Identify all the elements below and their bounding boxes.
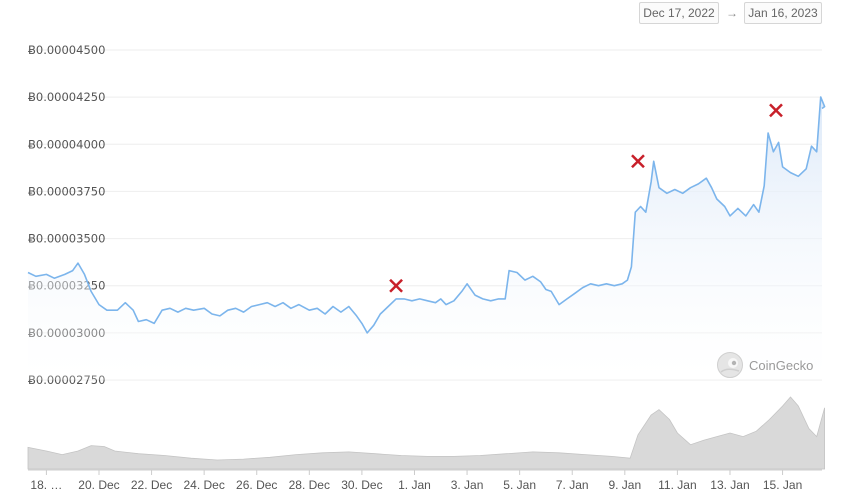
x-marker-stroke	[631, 154, 645, 169]
x-tick-label: 7. Jan	[556, 478, 589, 492]
x-tick-label: 26. Dec	[236, 478, 277, 492]
x-tick-label: 15. Jan	[763, 478, 802, 492]
x-tick-label: 1. Jan	[398, 478, 431, 492]
x-tick-label: 9. Jan	[608, 478, 641, 492]
coingecko-watermark: CoinGecko	[717, 352, 813, 378]
x-tick-label: 11. Jan	[658, 478, 696, 492]
price-series[interactable]	[27, 96, 826, 380]
volume-histogram	[27, 396, 825, 470]
date-from-input[interactable]: Dec 17, 2022	[639, 2, 719, 24]
y-tick-label: Ƀ0.00004500	[28, 43, 105, 57]
y-tick-label: Ƀ0.00004000	[28, 137, 105, 151]
x-marker-icon	[769, 103, 783, 118]
date-range-arrow: →	[726, 6, 738, 20]
x-tick-label: 28. Dec	[289, 478, 330, 492]
x-tick-label: 20. Dec	[78, 478, 119, 492]
y-tick-label: Ƀ0.00004250	[28, 90, 105, 104]
x-tick-label: 22. Dec	[131, 478, 172, 492]
x-tick-label: 5. Jan	[503, 478, 536, 492]
y-tick-label: Ƀ0.00003500	[28, 232, 105, 246]
x-tick-label: 13. Jan	[710, 478, 749, 492]
volume-area	[27, 396, 825, 470]
annotation-markers	[389, 103, 783, 293]
x-tick-label: 24. Dec	[183, 478, 224, 492]
y-tick-label: Ƀ0.00003750	[28, 184, 105, 198]
watermark-text: CoinGecko	[749, 358, 813, 373]
x-tick-label: 3. Jan	[451, 478, 484, 492]
x-tick-label: 30. Dec	[341, 478, 382, 492]
x-marker-stroke	[389, 278, 403, 293]
x-marker-icon	[631, 154, 645, 169]
x-axis: 18. … 20. Dec 22. Dec 24. Dec 26. Dec 28. Dec…	[28, 469, 822, 492]
x-marker-icon	[389, 278, 403, 293]
price-line	[27, 96, 826, 334]
x-tick-label: 18. …	[30, 478, 62, 492]
x-marker-stroke	[769, 103, 783, 118]
price-area	[28, 97, 825, 380]
date-to-input[interactable]: Jan 16, 2023	[744, 2, 822, 24]
